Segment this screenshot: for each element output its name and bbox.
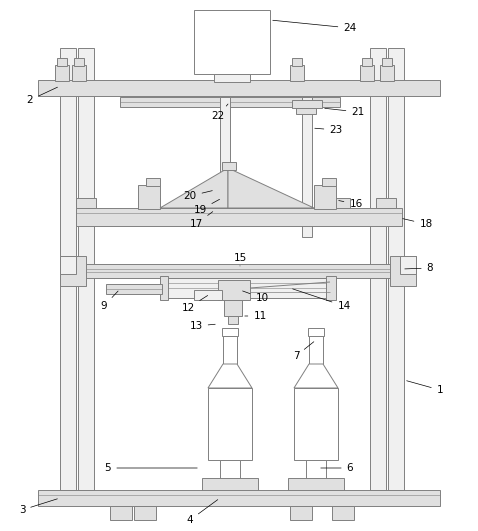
Text: 20: 20 (184, 191, 212, 201)
Bar (140, 198, 160, 208)
Bar (288, 478, 344, 492)
Bar (294, 388, 338, 460)
Text: 18: 18 (402, 219, 433, 229)
Bar (220, 97, 230, 207)
Bar (292, 100, 322, 108)
Bar (388, 48, 404, 490)
Text: 22: 22 (211, 104, 228, 121)
Text: 23: 23 (315, 125, 343, 135)
Text: 1: 1 (407, 381, 443, 395)
Bar (390, 256, 416, 286)
Text: 6: 6 (321, 463, 353, 473)
Bar (162, 278, 326, 298)
Bar (74, 58, 84, 66)
Text: 17: 17 (189, 212, 213, 229)
Bar (72, 65, 86, 81)
Bar (223, 336, 237, 364)
Text: 12: 12 (181, 295, 207, 313)
Bar (222, 162, 236, 170)
Text: 5: 5 (105, 463, 197, 473)
Bar (308, 328, 324, 336)
Bar (214, 74, 250, 82)
Bar (218, 280, 250, 300)
Bar (382, 58, 392, 66)
Bar (60, 48, 76, 490)
Bar (222, 58, 232, 66)
Polygon shape (160, 168, 228, 208)
Bar (376, 198, 396, 208)
Bar (224, 300, 242, 316)
Text: 15: 15 (233, 253, 247, 266)
Bar (220, 65, 234, 81)
Bar (38, 80, 440, 96)
Bar (292, 58, 302, 66)
Polygon shape (228, 168, 314, 208)
Bar (370, 48, 386, 490)
Bar (322, 178, 336, 186)
Bar (400, 256, 416, 274)
Text: 10: 10 (243, 291, 269, 303)
Text: 7: 7 (293, 342, 314, 361)
Bar (76, 264, 402, 278)
Bar (222, 328, 238, 336)
Bar (294, 492, 306, 502)
Bar (360, 65, 374, 81)
Bar (302, 97, 312, 237)
Text: 24: 24 (273, 20, 357, 33)
Bar (309, 336, 323, 364)
Bar (106, 284, 162, 294)
Bar (208, 492, 220, 502)
Bar (240, 492, 252, 502)
Bar (208, 388, 252, 460)
Text: 11: 11 (245, 311, 267, 321)
Bar (120, 97, 340, 107)
Bar (326, 492, 338, 502)
Bar (38, 490, 440, 506)
Text: 2: 2 (27, 87, 57, 105)
Bar (306, 460, 326, 480)
Bar (220, 460, 240, 480)
Bar (60, 256, 86, 286)
Bar (194, 10, 270, 74)
Text: 8: 8 (405, 263, 434, 273)
Text: 3: 3 (19, 499, 57, 515)
Bar (330, 198, 350, 208)
Bar (76, 208, 402, 226)
Polygon shape (294, 364, 338, 388)
Bar (160, 276, 168, 300)
Bar (57, 58, 67, 66)
Text: 14: 14 (293, 289, 351, 311)
Bar (76, 198, 96, 208)
Bar (110, 506, 132, 520)
Text: 19: 19 (194, 199, 219, 215)
Bar (202, 478, 258, 492)
Text: 9: 9 (101, 291, 118, 311)
Bar (78, 48, 94, 490)
Text: 4: 4 (187, 500, 218, 525)
Bar (290, 65, 304, 81)
Bar (326, 276, 336, 300)
Polygon shape (208, 364, 252, 388)
Bar (146, 178, 160, 186)
Bar (138, 185, 160, 209)
Bar (332, 506, 354, 520)
Text: 16: 16 (339, 199, 363, 209)
Bar (314, 185, 336, 209)
Text: 21: 21 (325, 107, 365, 117)
Bar (134, 506, 156, 520)
Bar (362, 58, 372, 66)
Bar (228, 316, 238, 324)
Bar (194, 290, 222, 300)
Bar (380, 65, 394, 81)
Bar (60, 256, 76, 274)
Bar (290, 506, 312, 520)
Bar (55, 65, 69, 81)
Text: 13: 13 (189, 321, 215, 331)
Bar (296, 108, 316, 114)
